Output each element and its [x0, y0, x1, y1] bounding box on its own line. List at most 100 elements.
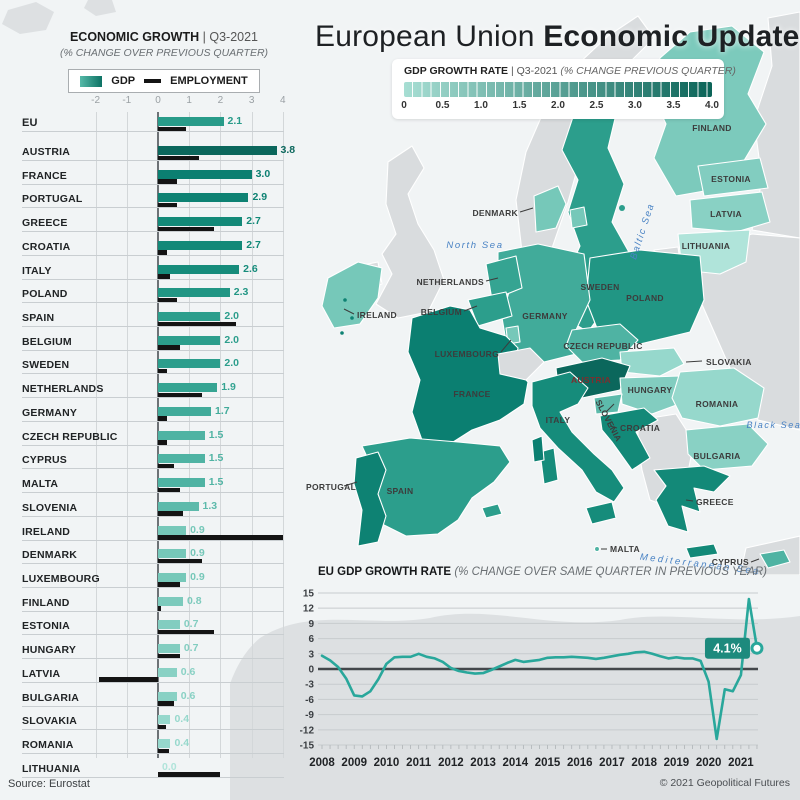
gdp-bar — [158, 478, 205, 488]
bar-category-label: ROMANIA — [22, 739, 74, 751]
axis-tick-label: -2 — [91, 95, 101, 106]
map-italy — [531, 371, 625, 525]
label-germany: GERMANY — [522, 311, 568, 321]
employment-bar — [158, 345, 180, 350]
map-legend-tick: 3.5 — [666, 100, 681, 111]
map-azores-1 — [343, 298, 347, 302]
gdp-value-label: 0.4 — [174, 737, 190, 749]
map-denmark — [533, 185, 588, 233]
bar-category-label: MALTA — [22, 478, 59, 491]
gdp-bar — [158, 525, 187, 535]
gdp-value-label: 1.5 — [208, 476, 224, 489]
line-chart-header: EU GDP GROWTH RATE (% CHANGE OVER SAME Q… — [318, 566, 768, 578]
grid-line — [282, 112, 284, 758]
employment-bar — [158, 487, 180, 493]
gdp-bar — [158, 667, 177, 677]
map-legend-tick: 1.0 — [474, 100, 488, 111]
line-chart-svg: 15 12 9 6 3 0 -3 -6 -9 -12 -15 2008 2009 2010 2011 2012… — [300, 588, 764, 769]
bar-row-line — [22, 160, 284, 161]
label-italy: ITALY — [546, 415, 571, 425]
gdp-value-label: 2.0 — [224, 310, 239, 323]
gdp-value-label: 0.6 — [180, 689, 196, 702]
bar-row-line — [22, 207, 284, 209]
x-axis-label: 2012 — [438, 757, 464, 769]
gdp-value-label: 2.3 — [233, 286, 249, 299]
employment-bar — [158, 226, 215, 232]
map-legend-tick: 4.0 — [705, 100, 719, 111]
gdp-value-label: 0.9 — [190, 523, 205, 536]
bar-category-label: ITALY — [22, 264, 52, 277]
label-belgium: BELGIUM — [421, 307, 462, 317]
bar-category-label: SLOVENIA — [22, 501, 78, 514]
employment-bar — [158, 701, 174, 706]
map-legend-tick: 0.5 — [435, 100, 450, 111]
leader-netherlands — [485, 277, 499, 282]
label-croatia: CROATIA — [620, 423, 660, 433]
employment-bar — [158, 606, 162, 611]
map-slovakia — [619, 347, 685, 377]
page-title-regular: European Union — [315, 20, 535, 53]
x-axis-label: 2009 — [341, 757, 367, 769]
axis-tick-label: 1 — [186, 95, 192, 106]
map-france — [407, 305, 545, 463]
label-slovakia: SLOVAKIA — [706, 357, 752, 367]
gdp-value-label: 2.1 — [227, 115, 243, 127]
employment-bar — [158, 297, 177, 303]
bar-category-label: LITHUANIA — [22, 762, 81, 775]
x-axis-label: 2017 — [599, 757, 625, 769]
bar-row-line — [22, 397, 284, 399]
bar-row-line — [22, 586, 284, 588]
bar-row-line — [22, 231, 284, 233]
gdp-value-label: 2.7 — [246, 238, 261, 251]
bar-category-label: ESTONIA — [22, 620, 70, 633]
gdp-bar — [158, 596, 183, 606]
employment-bar — [158, 463, 174, 469]
gdp-value-label: 0.9 — [190, 547, 205, 560]
employment-legend-label: EMPLOYMENT — [170, 75, 248, 87]
axis-tick-label: 3 — [248, 95, 255, 106]
background-land-africa — [230, 613, 800, 800]
bar-row-line — [22, 563, 284, 565]
leader-slovakia — [685, 360, 703, 363]
leader-cyprus — [750, 558, 760, 563]
x-axis-label: 2018 — [631, 757, 657, 769]
leader-ireland — [343, 308, 355, 315]
gdp-value-label: 0.7 — [183, 618, 199, 631]
bar-row-line — [22, 254, 284, 256]
gdp-bar — [158, 549, 187, 559]
bar-chart-subtitle: (% CHANGE OVER PREVIOUS QUARTER) — [59, 47, 269, 59]
employment-bar — [158, 558, 202, 564]
y-axis-label: -6 — [305, 695, 314, 706]
label-france: FRANCE — [453, 389, 490, 399]
gdp-bar — [158, 501, 199, 511]
bar-row-line — [22, 705, 284, 707]
map-estonia — [697, 157, 769, 197]
gdp-value-label: 0.4 — [174, 713, 190, 726]
gdp-bar — [158, 430, 205, 440]
employment-bar — [158, 155, 199, 160]
gdp-legend-swatch — [80, 75, 103, 87]
bar-row-line — [22, 515, 284, 517]
bar-category-label: IRELAND — [22, 525, 71, 538]
x-axis-label: 2014 — [503, 757, 529, 769]
y-axis-label: -15 — [300, 741, 314, 752]
employment-bar — [158, 274, 171, 279]
y-axis-label: 3 — [308, 649, 314, 660]
map-legend-tick: 2.5 — [589, 100, 604, 111]
bar-row-line — [22, 373, 284, 375]
label-greece: GREECE — [696, 497, 734, 507]
gdp-bar — [158, 288, 230, 298]
bar-category-label: AUSTRIA — [22, 146, 71, 158]
y-axis-label: 15 — [303, 588, 315, 599]
bar-chart-period: Q3-2021 — [209, 30, 259, 44]
bar-row-line — [22, 302, 284, 304]
gdp-value-label: 1.7 — [215, 404, 230, 417]
bar-category-label: SLOVAKIA — [22, 715, 78, 728]
map-greece — [653, 465, 731, 559]
leader-belgium — [463, 305, 478, 312]
label-black-sea-1: Black Sea — [747, 420, 800, 430]
gdp-value-label: 1.5 — [208, 428, 224, 441]
leader-slovenia — [605, 403, 615, 413]
copyright-note: © 2021 Geopolitical Futures — [659, 777, 790, 789]
